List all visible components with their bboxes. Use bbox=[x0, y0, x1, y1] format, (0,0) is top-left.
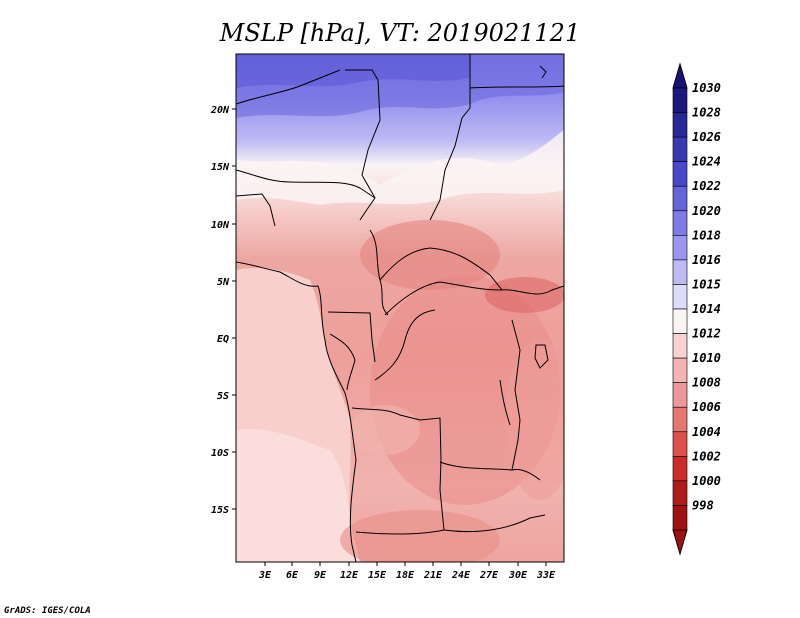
lon-label: 12E bbox=[340, 570, 359, 581]
lon-label: 30E bbox=[508, 570, 528, 581]
colorbar-label: 1004 bbox=[692, 425, 721, 439]
colorbar-label: 998 bbox=[692, 498, 714, 512]
colorbar-swatch bbox=[672, 185, 688, 212]
colorbar-swatch bbox=[672, 210, 688, 236]
lat-label: 20N bbox=[210, 105, 230, 116]
colorbar-swatch bbox=[672, 308, 688, 334]
colorbar-swatch bbox=[672, 112, 688, 138]
colorbar-swatch bbox=[672, 333, 688, 359]
colorbar-swatch bbox=[672, 87, 688, 113]
colorbar-label: 1026 bbox=[692, 130, 721, 144]
lat-label: 10N bbox=[211, 220, 230, 231]
lon-label: 33E bbox=[536, 570, 556, 581]
map-title: MSLP [hPa], VT: 2019021121 bbox=[219, 19, 580, 47]
colorbar-label: 1000 bbox=[692, 474, 721, 488]
lon-label: 18E bbox=[396, 570, 415, 581]
colorbar-label: 1015 bbox=[692, 277, 721, 291]
colorbar-swatch bbox=[672, 136, 688, 162]
country-borders bbox=[236, 54, 564, 562]
colorbar-label: 1030 bbox=[692, 81, 721, 95]
colorbar-label: 1016 bbox=[692, 253, 721, 267]
colorbar-label: 1018 bbox=[692, 228, 721, 242]
lon-label: 24E bbox=[451, 570, 471, 581]
colorbar-label: 1006 bbox=[692, 400, 721, 414]
colorbar-swatch bbox=[672, 406, 688, 433]
colorbar-swatch bbox=[672, 259, 688, 285]
colorbar-swatch bbox=[672, 235, 688, 261]
longitude-axis: 3E 6E 9E 12E 15E 18E 21E 24E 27E 30E 33E bbox=[258, 562, 556, 581]
colorbar-label: 1020 bbox=[692, 204, 721, 218]
colorbar-label: 1012 bbox=[692, 327, 721, 341]
colorbar-swatch bbox=[672, 456, 688, 482]
latitude-axis: 20N 15N 10N 5N EQ 5S 10S 15S bbox=[210, 105, 236, 516]
colorbar-swatch bbox=[672, 357, 688, 383]
colorbar-swatch bbox=[672, 480, 688, 506]
lon-label: 15E bbox=[368, 570, 387, 581]
lon-label: 27E bbox=[479, 570, 499, 581]
colorbar-label: 1028 bbox=[692, 106, 721, 120]
lat-label: 15N bbox=[211, 162, 230, 173]
colorbar-label: 1010 bbox=[692, 351, 721, 365]
lon-label: 21E bbox=[423, 570, 443, 581]
colorbar-swatch bbox=[672, 505, 688, 531]
colorbar-swatch bbox=[672, 161, 688, 187]
colorbar-label: 1024 bbox=[692, 155, 721, 169]
colorbar-label: 1022 bbox=[692, 179, 721, 193]
colorbar-swatch bbox=[672, 382, 688, 408]
lat-label: 15S bbox=[211, 505, 229, 516]
lat-label: 5N bbox=[217, 277, 230, 288]
lat-label: 5S bbox=[217, 391, 229, 402]
colorbar: 1030 1028 1026 1024 1022 1020 1018 1016 1015 1014… bbox=[672, 62, 721, 556]
colorbar-label: 1002 bbox=[692, 449, 721, 463]
colorbar-swatch bbox=[672, 284, 688, 310]
lat-label: EQ bbox=[217, 334, 229, 345]
colorbar-swatch bbox=[672, 431, 688, 457]
colorbar-label: 1008 bbox=[692, 376, 721, 390]
pressure-field bbox=[236, 54, 564, 562]
colorbar-label: 1014 bbox=[692, 302, 721, 316]
lat-label: 10S bbox=[211, 448, 229, 459]
credit-text: GrADS: IGES/COLA bbox=[4, 606, 91, 616]
colorbar-max-arrow bbox=[672, 62, 688, 89]
lon-label: 9E bbox=[314, 570, 327, 581]
lon-label: 3E bbox=[258, 570, 272, 581]
colorbar-min-arrow bbox=[672, 529, 688, 556]
lon-label: 6E bbox=[286, 570, 299, 581]
map-frame bbox=[235, 53, 565, 563]
